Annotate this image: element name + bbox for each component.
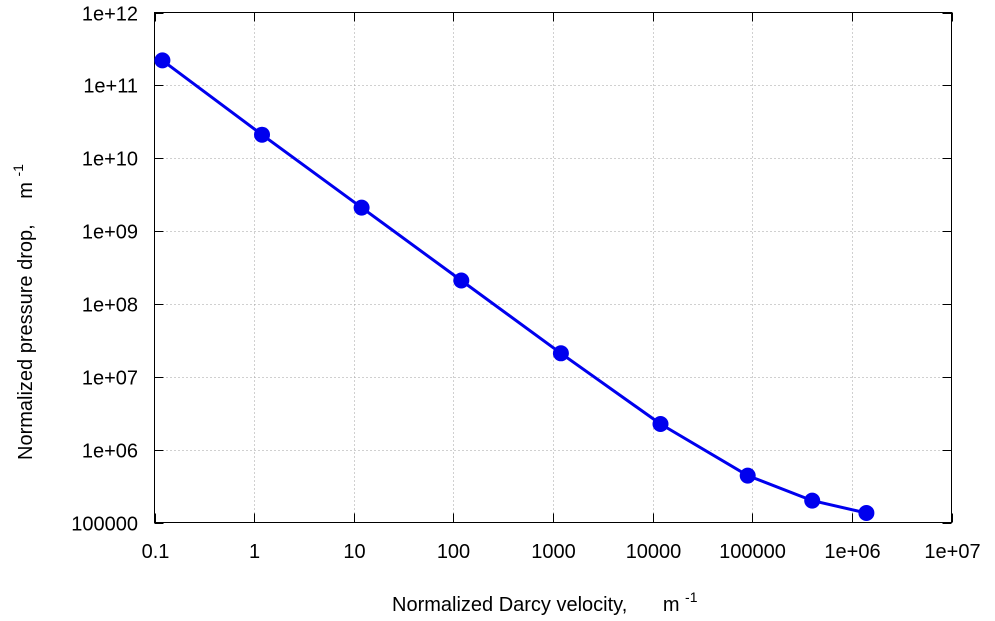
data-point	[552, 345, 569, 362]
x-tick-label: 1000	[531, 541, 576, 563]
x-axis-title: Normalized Darcy velocity, m -1	[392, 589, 698, 616]
y-tick-label: 100000	[71, 514, 138, 536]
y-tick-label: 1e+09	[82, 222, 138, 244]
x-tick-label: 100	[437, 541, 470, 563]
x-tick-label: 10	[343, 541, 365, 563]
x-axis-unit-exponent: -1	[685, 589, 698, 605]
y-tick-label: 1e+06	[82, 441, 138, 463]
data-point	[652, 416, 669, 432]
x-tick-labels: 0.1 1 10 100 1000 10000 100000 1e+06 1e+07	[142, 541, 981, 563]
series	[154, 52, 875, 521]
x-tick-label: 10000	[626, 541, 682, 563]
x-tick-label: 1	[249, 541, 260, 563]
data-point	[804, 492, 821, 509]
x-tick-label: 100000	[719, 541, 786, 563]
x-axis-unit: m	[663, 594, 680, 616]
y-tick-label: 1e+07	[82, 368, 138, 390]
y-axis-title: Normalized pressure drop, m -1	[10, 164, 37, 460]
y-axis-label: Normalized pressure drop,	[15, 224, 37, 460]
x-tick-label: 1e+06	[824, 541, 880, 563]
x-axis-label: Normalized Darcy velocity,	[392, 594, 627, 616]
data-point	[453, 272, 470, 289]
data-point	[353, 199, 370, 216]
grid	[154, 12, 952, 523]
y-tick-label: 1e+11	[83, 76, 138, 98]
tick-marks	[154, 12, 953, 524]
data-point	[858, 505, 875, 521]
y-tick-label: 1e+10	[82, 149, 138, 171]
y-tick-label: 1e+12	[82, 4, 138, 26]
x-tick-label: 1e+07	[924, 541, 980, 563]
y-axis-unit-exponent: -1	[10, 164, 26, 177]
data-point	[254, 126, 270, 143]
data-point	[154, 52, 171, 69]
y-tick-label: 1e+08	[82, 295, 138, 317]
x-tick-label: 0.1	[142, 541, 170, 563]
y-tick-labels: 100000 1e+06 1e+07 1e+08 1e+09 1e+10 1e+11 1e+1…	[71, 4, 138, 536]
y-axis-unit: m	[15, 182, 37, 199]
data-point	[739, 467, 756, 484]
series-line	[161, 59, 867, 515]
